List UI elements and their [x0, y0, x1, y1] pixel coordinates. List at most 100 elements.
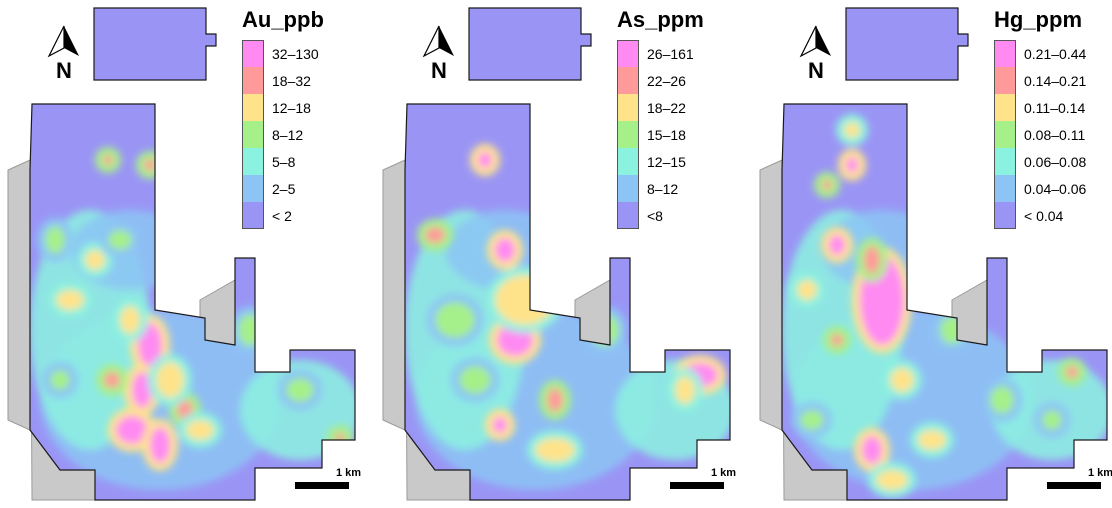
legend-range-label: 0.08–0.11 — [1024, 126, 1086, 143]
map-outline — [781, 103, 1108, 501]
legend-item: 2–5 — [242, 175, 324, 202]
legend-item: 12–15 — [617, 148, 704, 175]
legend-range-label: < 0.04 — [1024, 207, 1064, 224]
legend-swatch — [242, 175, 264, 202]
legend: Hg_ppm 0.21–0.44 0.14–0.21 0.11–0.14 0.08–0… — [994, 8, 1086, 229]
legend-item: 8–12 — [242, 121, 324, 148]
map-panel-au: N Au_ppb 32–130 18–32 12–18 8–12 5–8 2–5 < 2 1… — [0, 0, 370, 508]
legend-range-label: 18–22 — [647, 99, 686, 116]
legend-item: <8 — [617, 202, 704, 229]
legend-rows: 0.21–0.44 0.14–0.21 0.11–0.14 0.08–0.11 0.06… — [994, 40, 1086, 229]
legend-range-label: 0.06–0.08 — [1024, 153, 1087, 170]
north-label: N — [431, 58, 447, 83]
legend: As_ppm 26–161 22–26 18–22 15–18 12–15 8–12 <8 — [617, 8, 704, 229]
north-arrow-icon — [799, 25, 831, 58]
legend-item: 0.21–0.44 — [994, 40, 1086, 67]
legend-item: 12–18 — [242, 94, 324, 121]
north-arrow: N — [422, 24, 456, 84]
map-panel-hg: N Hg_ppm 0.21–0.44 0.14–0.21 0.11–0.14 0.08… — [752, 0, 1112, 508]
legend-range-label: 0.11–0.14 — [1024, 99, 1086, 116]
legend-swatch — [242, 121, 264, 148]
scale-bar — [670, 482, 724, 489]
legend-swatch — [994, 67, 1016, 94]
legend-item: 18–22 — [617, 94, 704, 121]
geochem-map — [759, 7, 1108, 501]
legend-rows: 32–130 18–32 12–18 8–12 5–8 2–5 < 2 — [242, 40, 324, 229]
legend-item: 22–26 — [617, 67, 704, 94]
legend-range-label: 8–12 — [272, 126, 304, 143]
legend-item: < 2 — [242, 202, 324, 229]
map-outline — [845, 7, 969, 81]
legend-range-label: 5–8 — [272, 153, 296, 170]
legend-range-label: 8–12 — [647, 180, 679, 197]
legend-swatch — [242, 148, 264, 175]
legend-item: 32–130 — [242, 40, 324, 67]
north-arrow: N — [799, 24, 833, 84]
legend-item: 18–32 — [242, 67, 324, 94]
legend-range-label: 22–26 — [647, 72, 686, 89]
legend-range-label: < 2 — [272, 207, 292, 224]
legend-swatch — [994, 175, 1016, 202]
legend-range-label: 12–18 — [272, 99, 311, 116]
legend-swatch — [242, 94, 264, 121]
north-arrow-icon — [47, 25, 79, 58]
legend-range-label: 32–130 — [272, 45, 319, 62]
legend-item: 0.08–0.11 — [994, 121, 1086, 148]
north-label: N — [56, 58, 72, 83]
north-arrow: N — [47, 24, 81, 84]
legend-item: 15–18 — [617, 121, 704, 148]
legend-swatch — [994, 40, 1016, 67]
legend-range-label: 2–5 — [272, 180, 296, 197]
legend-range-label: 0.21–0.44 — [1024, 45, 1087, 62]
inset-map — [469, 8, 591, 80]
legend-swatch — [617, 40, 639, 67]
legend-range-label: 12–15 — [647, 153, 686, 170]
legend-swatch — [242, 67, 264, 94]
legend-swatch — [617, 94, 639, 121]
map-outline — [29, 103, 356, 501]
legend-item: 8–12 — [617, 175, 704, 202]
legend-swatch — [242, 40, 264, 67]
inset-map — [846, 8, 968, 80]
legend-item: 0.11–0.14 — [994, 94, 1086, 121]
legend-range-label: 0.14–0.21 — [1024, 72, 1087, 89]
inset-map — [94, 8, 216, 80]
legend-swatch — [617, 121, 639, 148]
north-label: N — [808, 58, 824, 83]
anomaly-layer — [782, 114, 1107, 498]
scale-bar — [295, 482, 349, 489]
map-outline — [404, 103, 731, 501]
scale-label: 1 km — [711, 467, 737, 479]
legend-item: 0.14–0.21 — [994, 67, 1086, 94]
legend-swatch — [994, 121, 1016, 148]
legend-item: < 0.04 — [994, 202, 1086, 229]
legend-range-label: 15–18 — [647, 126, 686, 143]
legend-item: 0.04–0.06 — [994, 175, 1086, 202]
legend-swatch — [617, 175, 639, 202]
legend-range-label: 0.04–0.06 — [1024, 180, 1087, 197]
legend-swatch — [617, 202, 639, 229]
legend-swatch — [242, 202, 264, 229]
legend-swatch — [994, 202, 1016, 229]
geochem-map — [382, 7, 731, 501]
map-outline — [468, 7, 592, 81]
legend-range-label: 18–32 — [272, 72, 311, 89]
legend-range-label: 26–161 — [647, 45, 694, 62]
legend-swatch — [617, 148, 639, 175]
legend-swatch — [994, 94, 1016, 121]
north-arrow-icon — [422, 25, 454, 58]
legend-swatch — [617, 67, 639, 94]
geochem-map — [7, 7, 356, 501]
legend-item: 26–161 — [617, 40, 704, 67]
legend-title: Au_ppb — [242, 7, 324, 32]
legend-swatch — [994, 148, 1016, 175]
legend-title: Hg_ppm — [994, 7, 1082, 32]
map-outline — [93, 7, 217, 81]
legend-item: 0.06–0.08 — [994, 148, 1086, 175]
legend-item: 5–8 — [242, 148, 324, 175]
map-panel-as: N As_ppm 26–161 22–26 18–22 15–18 12–15 8–12 <… — [375, 0, 745, 508]
legend: Au_ppb 32–130 18–32 12–18 8–12 5–8 2–5 < 2 — [242, 8, 324, 229]
legend-title: As_ppm — [617, 7, 704, 32]
legend-range-label: <8 — [647, 207, 663, 224]
legend-rows: 26–161 22–26 18–22 15–18 12–15 8–12 <8 — [617, 40, 704, 229]
